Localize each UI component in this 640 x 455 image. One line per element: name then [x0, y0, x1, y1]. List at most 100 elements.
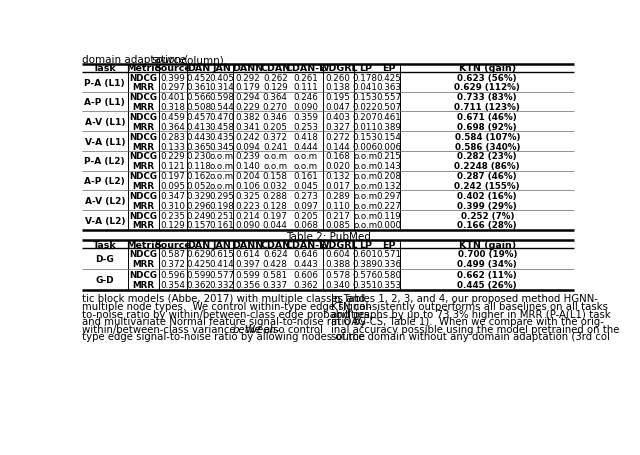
Text: 0.045: 0.045 — [293, 182, 319, 191]
Text: KTN (gain): KTN (gain) — [459, 64, 516, 73]
Text: MRR: MRR — [132, 260, 155, 269]
Text: D-G: D-G — [95, 255, 114, 264]
Text: 0.144: 0.144 — [326, 142, 351, 151]
Text: 0.214: 0.214 — [235, 211, 260, 220]
Text: 0.402 (16%): 0.402 (16%) — [458, 192, 517, 201]
Text: type edge signal-to-noise ratio by allowing nodes of the: type edge signal-to-noise ratio by allow… — [83, 331, 365, 341]
Text: 0.470: 0.470 — [209, 113, 234, 122]
Text: 0.362: 0.362 — [294, 281, 318, 290]
Text: CDAN-E: CDAN-E — [285, 240, 326, 249]
Text: 0.599: 0.599 — [186, 270, 211, 279]
Text: 0.252 (7%): 0.252 (7%) — [461, 211, 514, 220]
Text: 0.336: 0.336 — [376, 260, 401, 269]
Text: 0.032: 0.032 — [263, 182, 288, 191]
Text: 0.229: 0.229 — [235, 103, 260, 112]
Text: KTN (gain): KTN (gain) — [459, 240, 516, 249]
Text: 0.068: 0.068 — [293, 221, 319, 230]
Text: 0.158: 0.158 — [263, 172, 288, 181]
Text: MRR: MRR — [132, 142, 155, 151]
Text: 0.223: 0.223 — [235, 201, 260, 210]
Text: 0.457: 0.457 — [186, 113, 211, 122]
Text: 0.700 (19%): 0.700 (19%) — [458, 249, 517, 258]
Text: 0.325: 0.325 — [235, 192, 260, 201]
Text: 0.157: 0.157 — [186, 221, 211, 230]
Text: 0.242 (155%): 0.242 (155%) — [454, 182, 520, 191]
Text: 0.389: 0.389 — [353, 260, 378, 269]
Text: In Tables 1, 2, 3, and 4, our proposed method HGNN-: In Tables 1, 2, 3, and 4, our proposed m… — [331, 294, 598, 304]
Text: 0.624: 0.624 — [263, 249, 287, 258]
Text: 0.052: 0.052 — [186, 182, 211, 191]
Text: 0.140: 0.140 — [235, 162, 260, 171]
Text: column).: column). — [178, 55, 227, 65]
Text: 0.283: 0.283 — [161, 132, 186, 142]
Text: 0.340: 0.340 — [326, 281, 351, 290]
Text: DANN: DANN — [232, 64, 263, 73]
Text: WDGRL: WDGRL — [318, 240, 358, 249]
Text: o.o.m: o.o.m — [353, 192, 377, 201]
Text: 0.435: 0.435 — [209, 132, 234, 142]
Text: 0.443: 0.443 — [186, 132, 211, 142]
Text: 0.604: 0.604 — [326, 249, 351, 258]
Text: 0.571: 0.571 — [376, 249, 401, 258]
Text: 0.356: 0.356 — [235, 281, 260, 290]
Text: NDCG: NDCG — [129, 249, 157, 258]
Text: DANN: DANN — [232, 240, 263, 249]
Text: 0.205: 0.205 — [293, 211, 319, 220]
Text: source: source — [152, 55, 187, 65]
Text: o.o.m: o.o.m — [294, 152, 318, 161]
Text: 0.646: 0.646 — [294, 249, 318, 258]
Text: 0.601: 0.601 — [353, 249, 378, 258]
Text: 0.251: 0.251 — [209, 211, 234, 220]
Text: o.o.m: o.o.m — [210, 152, 234, 161]
Text: 0.229: 0.229 — [161, 152, 186, 161]
Text: 0.161: 0.161 — [294, 172, 318, 181]
Text: 0.230: 0.230 — [186, 152, 211, 161]
Text: 0.197: 0.197 — [263, 211, 288, 220]
Text: source domain without any domain adaptation (3rd col: source domain without any domain adaptat… — [331, 331, 610, 341]
Text: 0.671 (46%): 0.671 (46%) — [458, 113, 517, 122]
Text: Source: Source — [155, 240, 191, 249]
Text: 0.041: 0.041 — [353, 83, 378, 92]
Text: 0.733 (83%): 0.733 (83%) — [458, 93, 517, 102]
Text: and multivariate Normal feature signal-to-noise ratio by: and multivariate Normal feature signal-t… — [83, 316, 366, 326]
Text: 0.580: 0.580 — [376, 270, 401, 279]
Text: 0.557: 0.557 — [376, 93, 401, 102]
Text: Table 2: PubMed: Table 2: PubMed — [285, 232, 371, 242]
Text: to-noise ratio by within/between-class edge probabilities,: to-noise ratio by within/between-class e… — [83, 309, 373, 319]
Text: 0.499 (34%): 0.499 (34%) — [458, 260, 517, 269]
Text: 0.508: 0.508 — [186, 103, 211, 112]
Text: 0.297: 0.297 — [161, 83, 186, 92]
Text: 0.584 (107%): 0.584 (107%) — [454, 132, 520, 142]
Text: 0.698 (92%): 0.698 (92%) — [458, 123, 517, 131]
Text: A-V (L1): A-V (L1) — [84, 118, 125, 126]
Text: G-D: G-D — [95, 275, 114, 284]
Text: 0.337: 0.337 — [263, 281, 288, 290]
Text: 0.208: 0.208 — [376, 172, 401, 181]
Text: 0.085: 0.085 — [326, 221, 351, 230]
Text: 0.094: 0.094 — [235, 142, 260, 151]
Text: 0.599: 0.599 — [235, 270, 260, 279]
Text: o.o.m: o.o.m — [353, 211, 377, 220]
Text: 0.198: 0.198 — [209, 201, 234, 210]
Text: JAN: JAN — [212, 240, 231, 249]
Text: 0.294: 0.294 — [235, 93, 260, 102]
Text: 0.615: 0.615 — [209, 249, 234, 258]
Text: 0.382: 0.382 — [235, 113, 260, 122]
Text: P-A (L2): P-A (L2) — [84, 157, 125, 166]
Text: 0.314: 0.314 — [209, 83, 234, 92]
Text: 0.207: 0.207 — [353, 113, 378, 122]
Text: 0.273: 0.273 — [293, 192, 319, 201]
Text: 0.272: 0.272 — [326, 132, 351, 142]
Text: inal accuracy possible using the model pretrained on the: inal accuracy possible using the model p… — [331, 324, 620, 334]
Text: 0.047: 0.047 — [326, 103, 351, 112]
Text: 0.372: 0.372 — [161, 260, 186, 269]
Text: LP: LP — [358, 240, 372, 249]
Text: between-: between- — [233, 324, 280, 334]
Text: LP: LP — [358, 64, 372, 73]
Text: 0.364: 0.364 — [263, 93, 288, 102]
Text: 0.000: 0.000 — [376, 221, 401, 230]
Text: P-A (L1): P-A (L1) — [84, 78, 125, 87]
Text: 0.129: 0.129 — [161, 221, 186, 230]
Text: 0.119: 0.119 — [376, 211, 401, 220]
Text: A-V (L2): A-V (L2) — [84, 197, 125, 205]
